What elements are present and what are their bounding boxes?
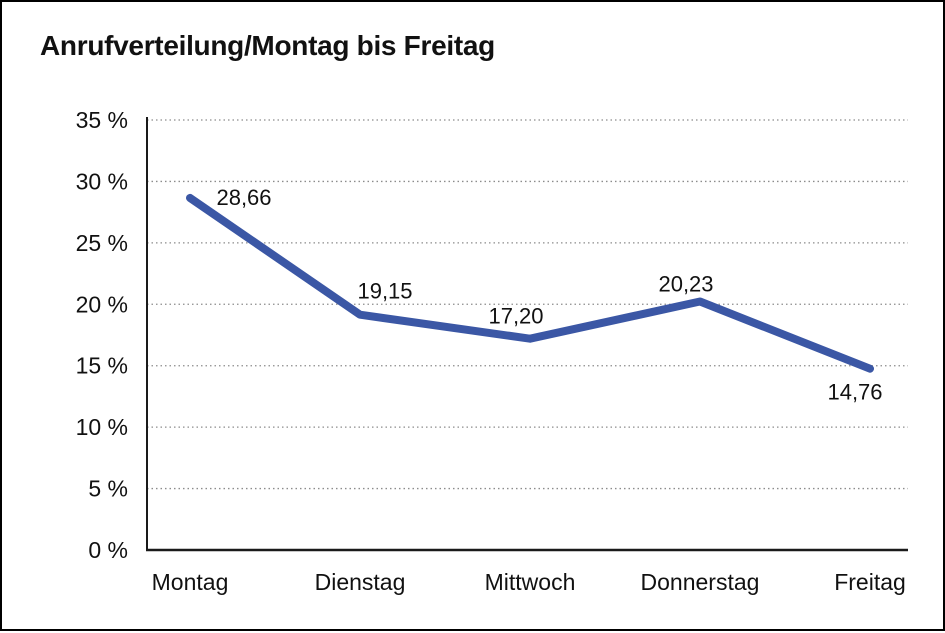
y-tick-label: 5 % <box>88 476 128 502</box>
y-tick-label: 10 % <box>76 414 128 440</box>
x-category-label: Dienstag <box>315 569 406 595</box>
data-point-label: 14,76 <box>827 380 882 405</box>
x-category-label: Mittwoch <box>485 569 576 595</box>
x-category-label: Donnerstag <box>641 569 760 595</box>
y-tick-label: 25 % <box>76 230 128 256</box>
x-category-label: Montag <box>152 569 229 595</box>
data-point-label: 20,23 <box>658 271 713 296</box>
x-category-label: Freitag <box>834 569 906 595</box>
y-tick-label: 20 % <box>76 291 128 317</box>
y-tick-label: 30 % <box>76 168 128 194</box>
data-point-label: 19,15 <box>357 279 412 304</box>
chart-title: Anrufverteilung/Montag bis Freitag <box>40 30 495 61</box>
y-tick-label: 35 % <box>76 107 128 133</box>
data-series-line <box>186 193 874 373</box>
y-tick-label: 0 % <box>88 537 128 563</box>
data-point-label: 28,66 <box>216 185 271 210</box>
y-tick-label: 15 % <box>76 353 128 379</box>
data-point-label: 17,20 <box>488 304 543 329</box>
